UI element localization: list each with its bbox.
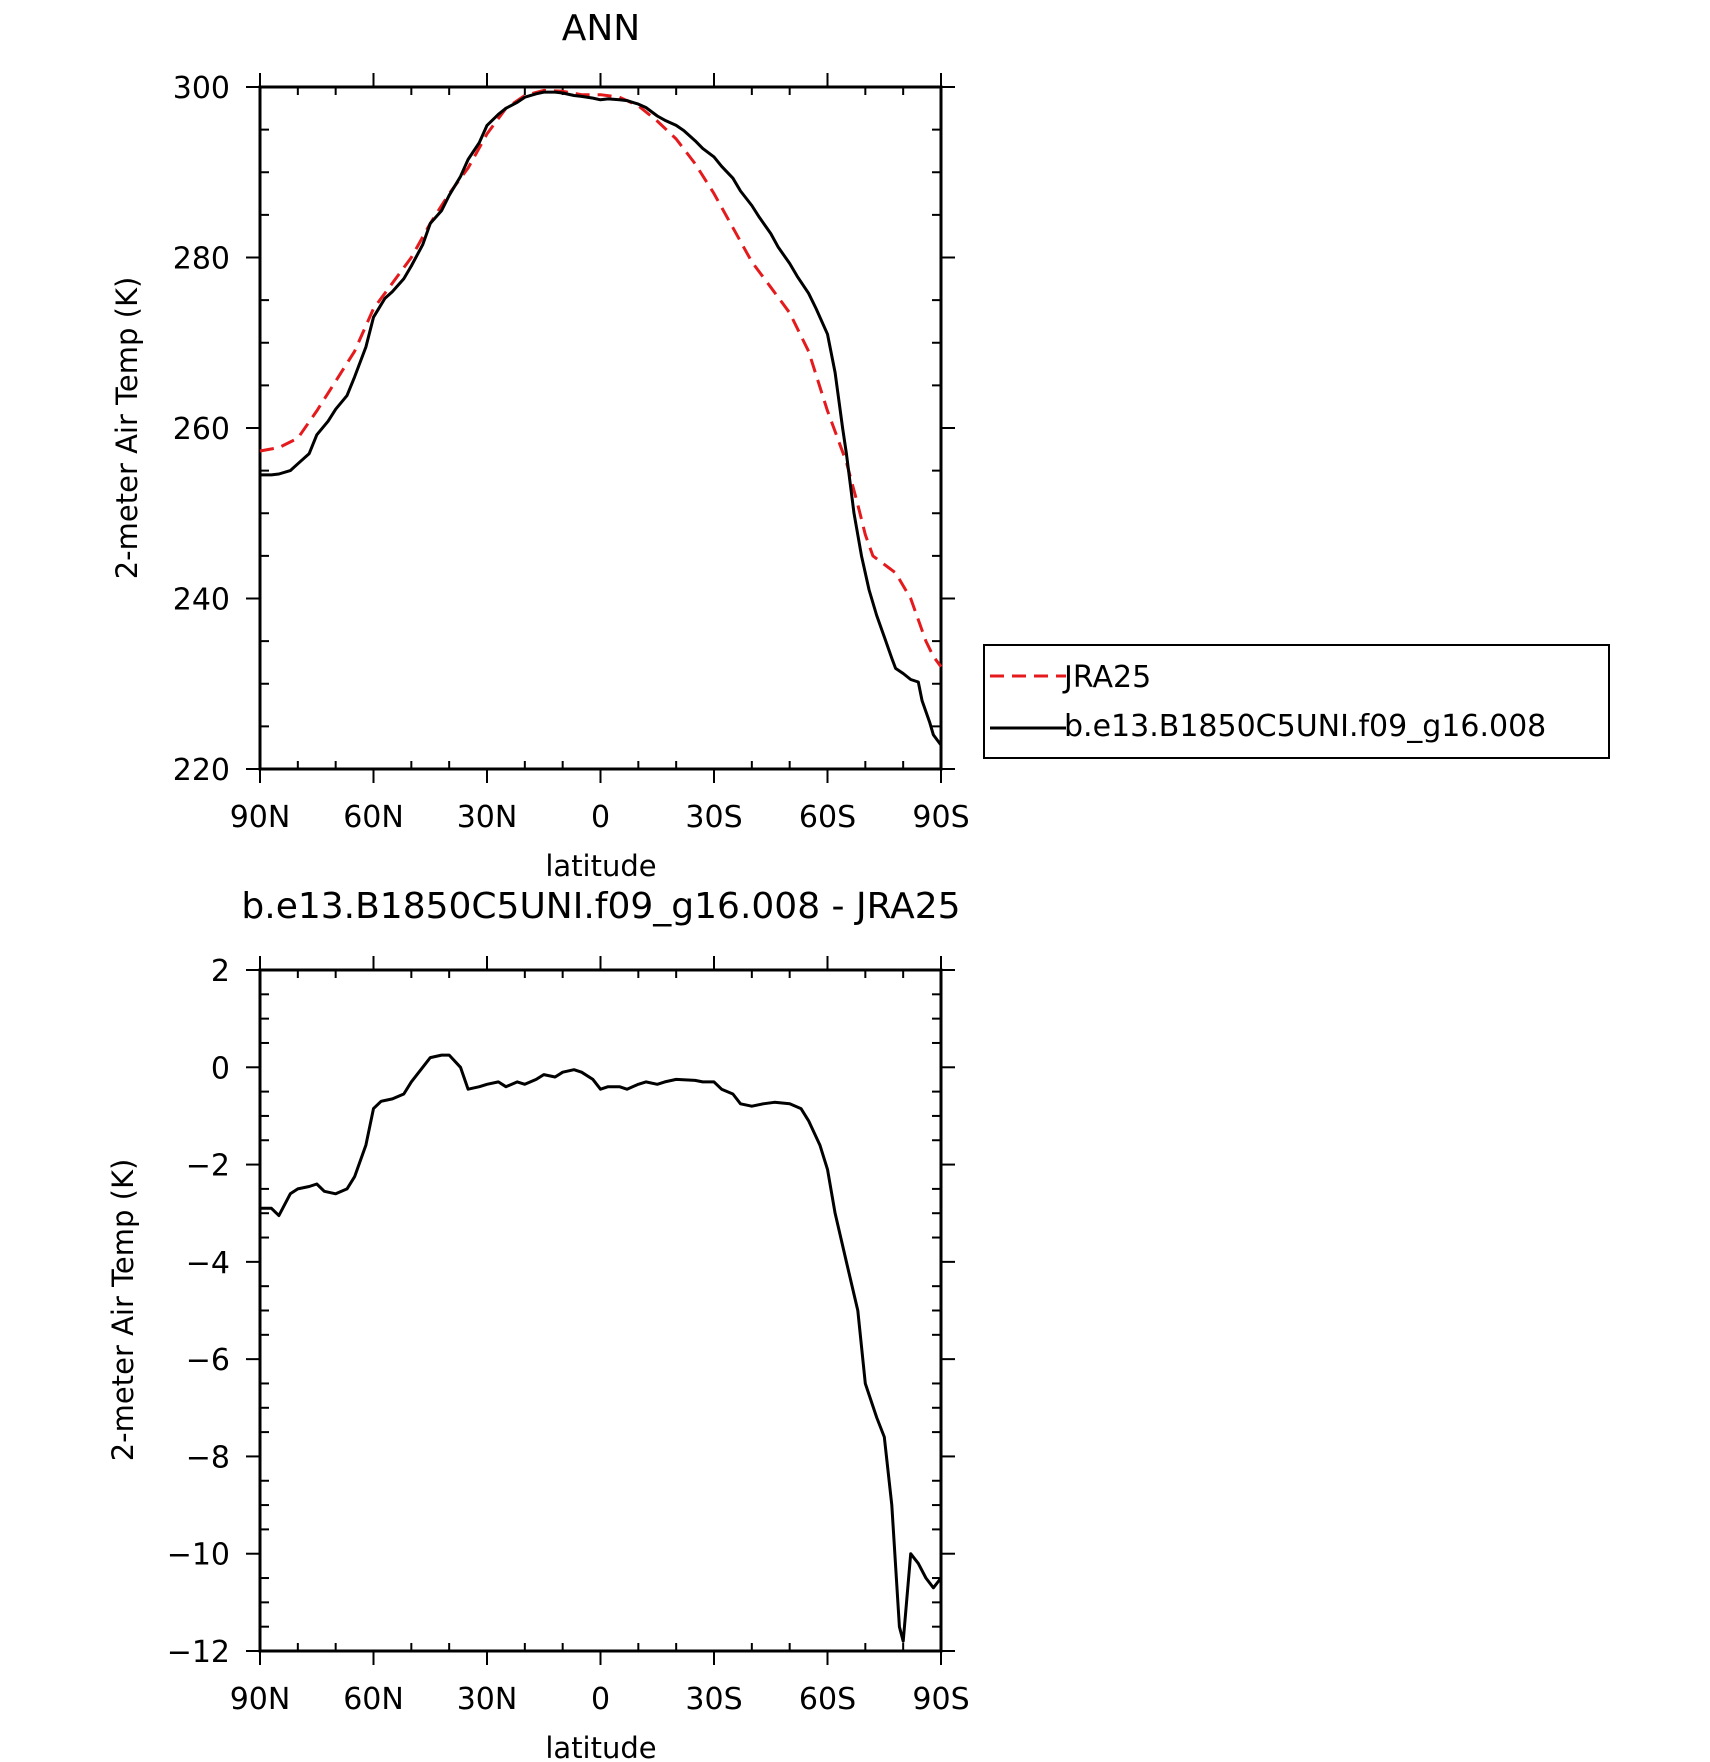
bottom-x-tick-label: 0 (591, 1682, 610, 1717)
bottom-x-tick-label: 60N (343, 1682, 404, 1717)
bottom-y-tick-label: −10 (167, 1538, 230, 1573)
top-y-tick-label: 260 (173, 412, 230, 447)
bottom-y-tick-labels: 2 0 −2 −4 −6 −8 −10 −12 (167, 954, 230, 1670)
bottom-x-tick-label: 90N (230, 1682, 291, 1717)
top-x-tick-label: 30S (685, 800, 742, 835)
top-y-tick-label: 300 (173, 71, 230, 106)
top-panel-title: ANN (562, 8, 641, 49)
bottom-y-tick-label: 0 (211, 1051, 230, 1086)
top-y-tick-label: 280 (173, 242, 230, 277)
bottom-y-tick-label: −12 (167, 1635, 230, 1670)
legend: JRA25 b.e13.B1850C5UNI.f09_g16.008 (983, 644, 1610, 759)
top-ticks (246, 73, 955, 783)
bottom-x-tick-labels: 90N 60N 30N 0 30S 60S 90S (230, 1682, 970, 1717)
bottom-x-tick-label: 30S (685, 1682, 742, 1717)
top-plot-frame (258, 85, 943, 771)
top-x-tick-label: 90S (912, 800, 969, 835)
bottom-ticks (246, 956, 955, 1665)
bottom-plot-frame (258, 968, 943, 1653)
top-series-line-b-e13-b1850c5uni-f09-g16-008 (260, 90, 943, 746)
top-x-axis-label: latitude (545, 849, 656, 883)
top-x-tick-label: 60N (343, 800, 404, 835)
legend-model-label: b.e13.B1850C5UNI.f09_g16.008 (1064, 709, 1546, 744)
top-x-tick-label: 60S (799, 800, 856, 835)
top-y-tick-labels: 220 240 260 280 300 (173, 71, 230, 788)
legend-box (983, 644, 1610, 759)
bottom-y-tick-label: −4 (186, 1246, 230, 1281)
bottom-y-tick-label: 2 (211, 954, 230, 989)
top-y-axis-label: 2-meter Air Temp (K) (110, 277, 144, 580)
bottom-x-tick-label: 30N (457, 1682, 518, 1717)
legend-jra25-label: JRA25 (1062, 660, 1151, 695)
top-x-tick-label: 0 (591, 800, 610, 835)
bottom-panel: b.e13.B1850C5UNI.f09_g16.008 - JRA25 90N… (106, 886, 970, 1762)
top-y-tick-label: 240 (173, 583, 230, 618)
bottom-x-axis-label: latitude (545, 1731, 656, 1762)
bottom-y-tick-label: −8 (186, 1440, 230, 1475)
bottom-x-tick-label: 90S (912, 1682, 969, 1717)
top-series-lines (259, 88, 943, 746)
top-y-tick-label: 220 (173, 753, 230, 788)
bottom-y-tick-label: −6 (186, 1343, 230, 1378)
bottom-series-line-0 (260, 1053, 943, 1643)
bottom-panel-title: b.e13.B1850C5UNI.f09_g16.008 - JRA25 (241, 886, 960, 927)
top-x-tick-label: 30N (457, 800, 518, 835)
bottom-series-lines (260, 1053, 943, 1643)
bottom-x-tick-label: 60S (799, 1682, 856, 1717)
top-x-tick-labels: 90N 60N 30N 0 30S 60S 90S (230, 800, 970, 835)
top-series-line-jra25 (259, 88, 943, 668)
bottom-y-tick-label: −2 (186, 1149, 230, 1184)
top-panel: ANN 90N 60N 30N 0 30S 60S 90S 220240260280300 … (110, 8, 970, 883)
bottom-y-axis-label: 2-meter Air Temp (K) (106, 1159, 140, 1462)
top-x-tick-label: 90N (230, 800, 291, 835)
